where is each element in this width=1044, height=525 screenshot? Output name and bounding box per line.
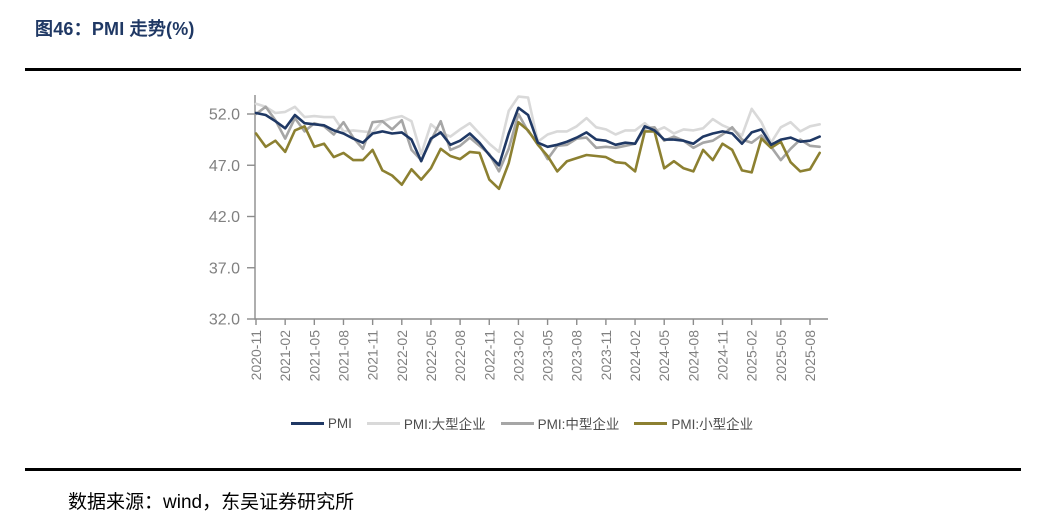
x-tick-label: 2024-02	[627, 330, 643, 382]
y-tick-label: 52.0	[209, 107, 240, 124]
x-tick-label: 2024-08	[685, 330, 701, 382]
x-tick-label: 2023-08	[569, 330, 585, 382]
x-tick-label: 2024-11	[715, 330, 731, 381]
figure-title: 图46：PMI 走势(%)	[35, 19, 195, 39]
legend-swatch-small-enterprise	[634, 421, 668, 425]
x-tick-label: 2022-08	[452, 330, 468, 382]
legend-item-pmi: PMI	[290, 415, 352, 431]
legend-label: PMI	[327, 415, 352, 431]
x-tick-label: 2021-02	[277, 330, 293, 382]
bottom-divider	[25, 468, 1021, 471]
series-line-3	[254, 120, 822, 191]
x-tick-label: 2023-02	[510, 330, 526, 382]
legend-swatch-medium-enterprise	[500, 421, 534, 425]
x-tick-label: 2023-05	[540, 330, 556, 382]
legend-label: PMI:中型企业	[537, 417, 620, 432]
x-tick-label: 2025-08	[802, 330, 818, 382]
y-tick-label: 32.0	[209, 312, 240, 329]
top-divider	[25, 68, 1021, 71]
chart-legend: PMI PMI:大型企业 PMI:中型企业 PMI:小型企业	[0, 413, 1044, 433]
data-source: 数据来源：wind，东吴证券研究所	[68, 492, 355, 513]
x-tick-label: 2024-05	[656, 330, 672, 382]
series-line-0	[254, 106, 822, 167]
x-tick-label: 2021-11	[365, 330, 381, 381]
x-tick-label: 2022-05	[423, 330, 439, 382]
x-tick-label: 2022-11	[481, 330, 497, 381]
y-tick-label: 47.0	[209, 158, 240, 175]
legend-item-large-enterprise: PMI:大型企业	[366, 413, 486, 433]
legend-label: PMI:大型企业	[403, 417, 486, 432]
y-tick-label: 37.0	[209, 260, 240, 277]
x-tick-label: 2025-05	[773, 330, 789, 382]
x-tick-label: 2022-02	[394, 330, 410, 382]
legend-item-small-enterprise: PMI:小型企业	[634, 413, 753, 433]
legend-item-medium-enterprise: PMI:中型企业	[500, 413, 620, 433]
legend-swatch-large-enterprise	[366, 421, 400, 425]
legend-label: PMI:小型企业	[671, 417, 754, 432]
legend-swatch-pmi	[290, 421, 324, 425]
x-tick-label: 2021-05	[306, 330, 322, 382]
x-tick-label: 2025-02	[744, 330, 760, 382]
x-tick-label: 2023-11	[598, 330, 614, 381]
x-tick-label: 2020-11	[248, 330, 264, 381]
x-tick-label: 2021-08	[335, 330, 351, 382]
y-tick-label: 42.0	[209, 209, 240, 226]
